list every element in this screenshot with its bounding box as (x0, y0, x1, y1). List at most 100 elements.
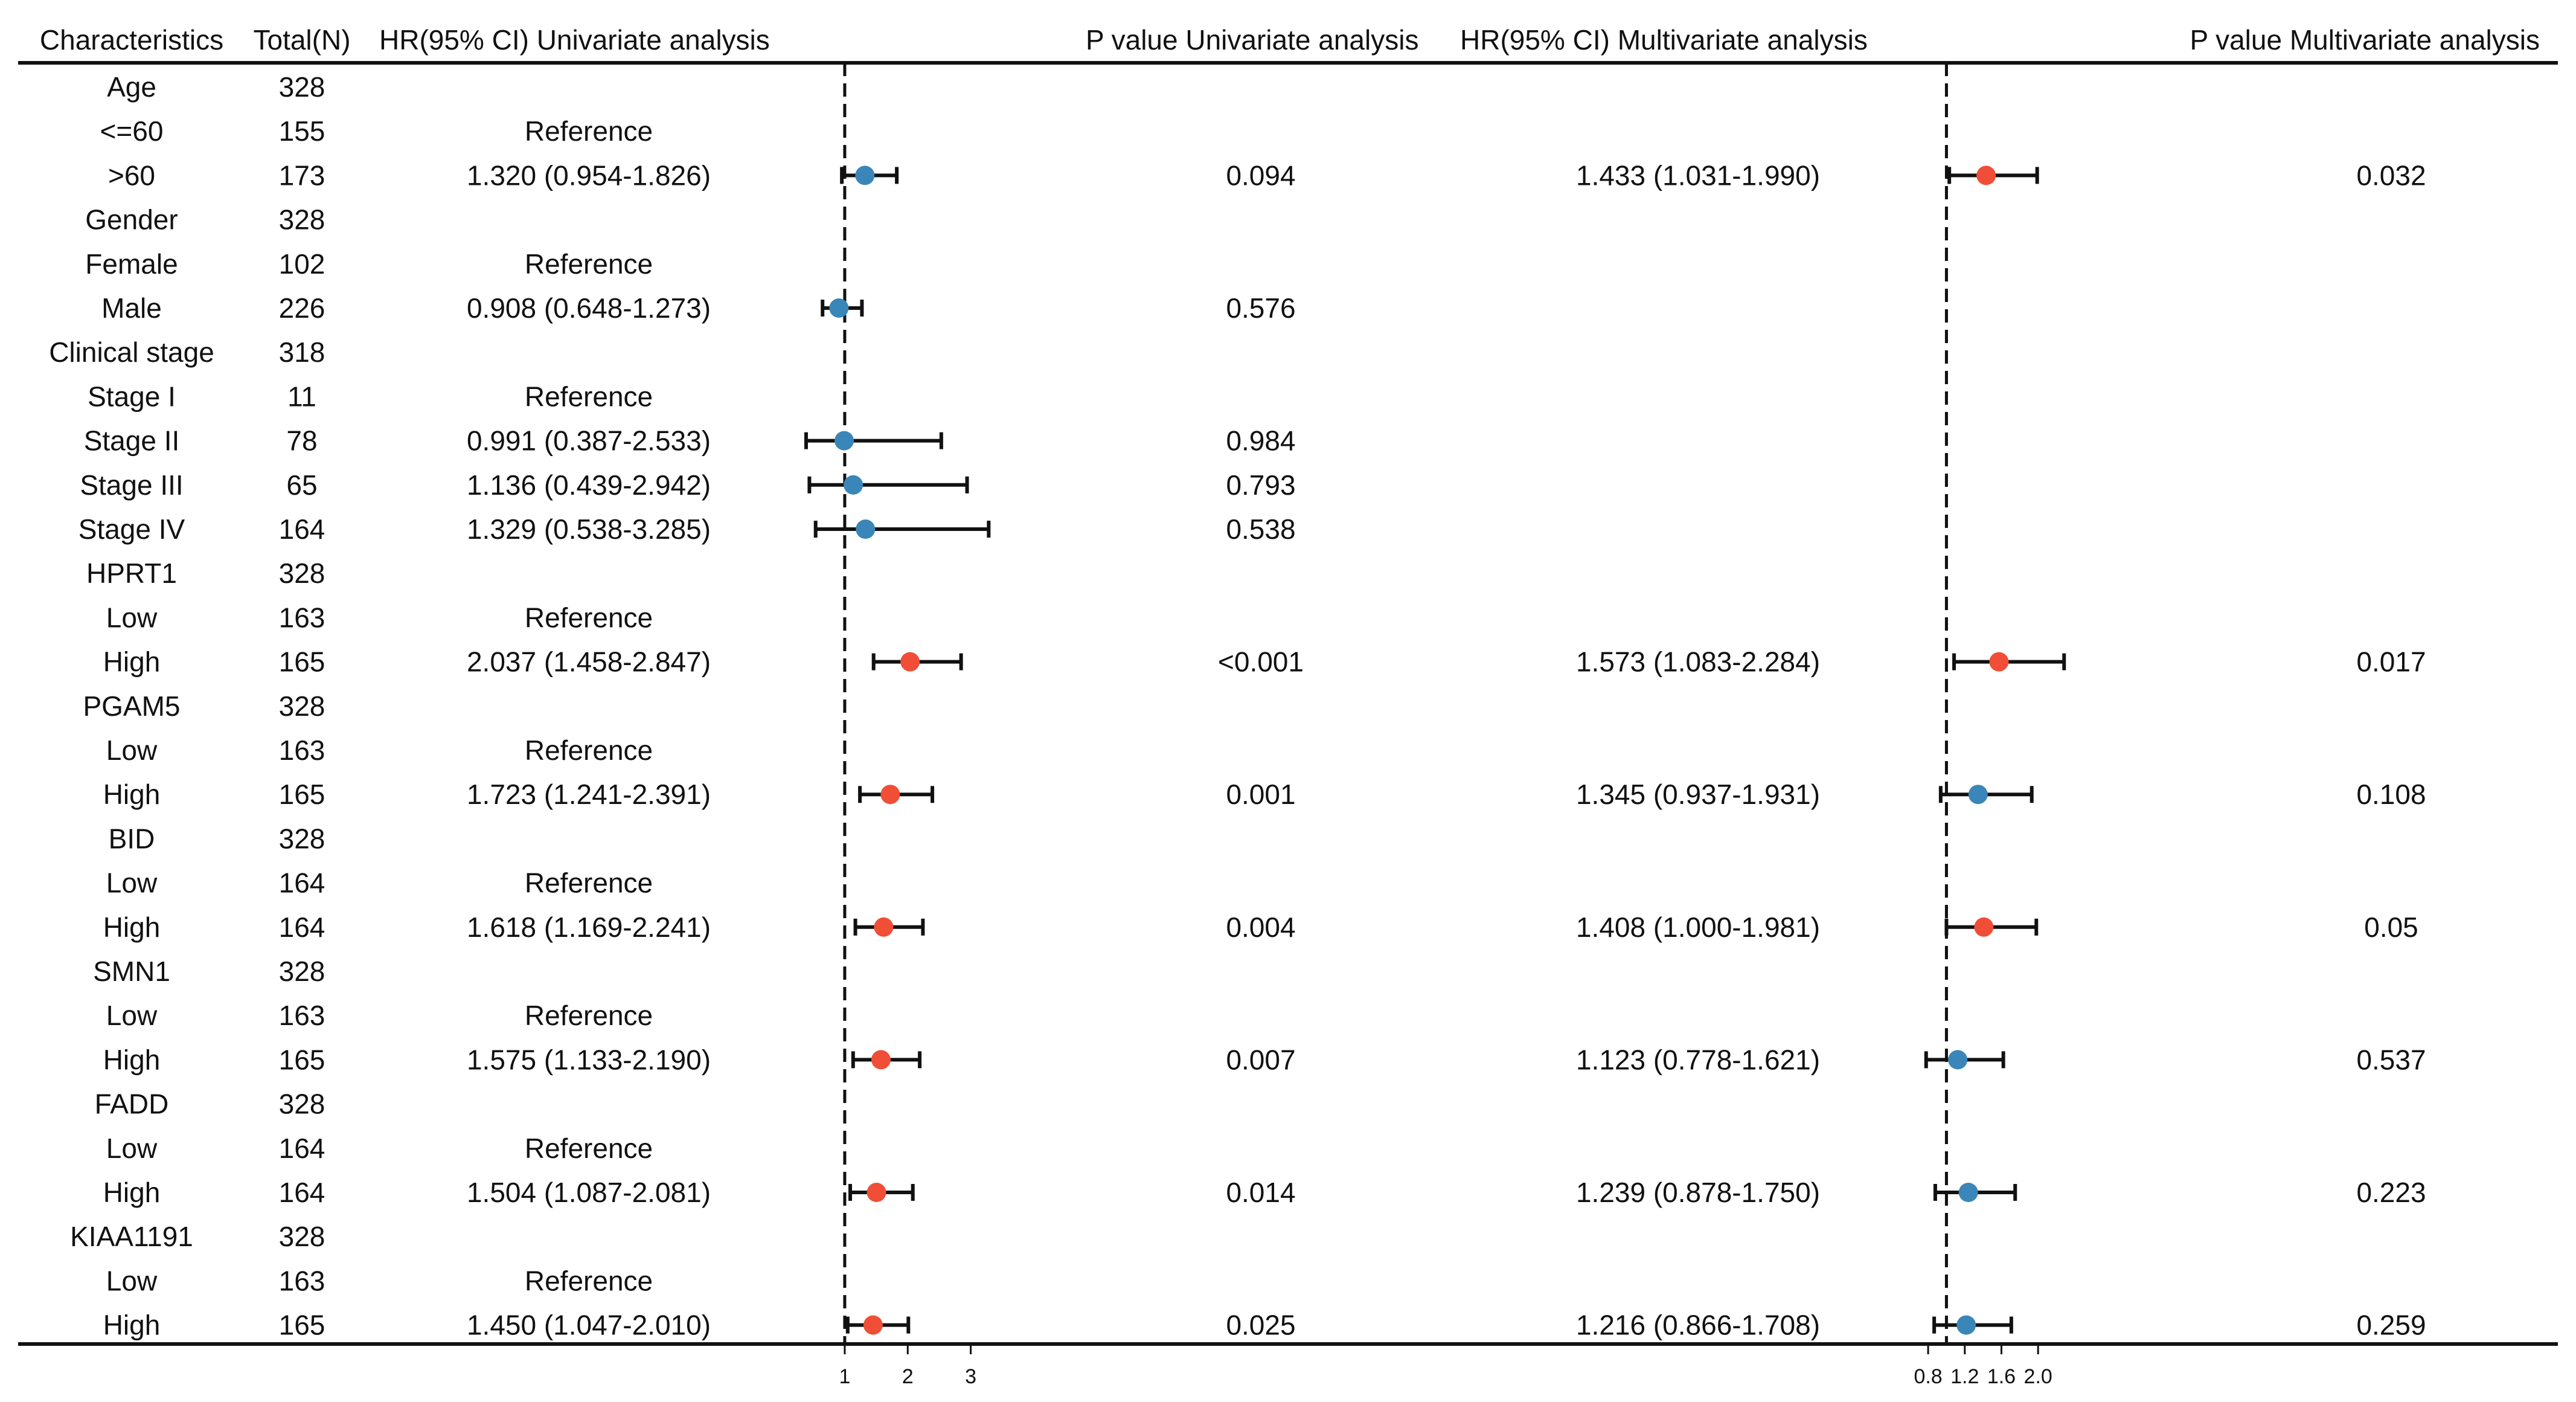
hazard-ratio-point (867, 1183, 886, 1202)
row-label: PGAM5 (83, 690, 180, 722)
table-row: <=60 155 Reference (100, 115, 653, 147)
plot-panels: 1 2 3 0.8 1.2 1.6 2.0 (804, 63, 2066, 1388)
hazard-ratio-point (863, 1315, 883, 1335)
table-row: Stage I 11 Reference (88, 381, 653, 412)
p-univariate-value: 0.007 (1226, 1044, 1295, 1075)
hazard-ratio-point (900, 652, 920, 672)
hr-univariate-value: Reference (525, 867, 653, 899)
row-label: Clinical stage (49, 336, 214, 368)
header-total: Total(N) (253, 24, 350, 56)
row-total: 78 (286, 425, 317, 457)
hr-univariate-value: Reference (525, 1265, 653, 1296)
hazard-ratio-point (1976, 166, 1996, 185)
row-total: 164 (279, 912, 325, 943)
forest-mark (813, 519, 991, 539)
row-label: Low (106, 1000, 158, 1031)
hazard-ratio-point (856, 519, 876, 539)
table-row: Male 226 0.908 (0.648-1.273) 0.576 (101, 292, 1295, 324)
row-label: High (103, 912, 161, 943)
p-multivariate-value: 0.223 (2356, 1177, 2426, 1208)
p-univariate-value: 0.014 (1226, 1177, 1295, 1208)
table-row: KIAA1191 328 (70, 1221, 325, 1252)
row-label: Stage III (80, 469, 183, 501)
row-total: 155 (279, 115, 325, 147)
forest-mark (851, 1050, 922, 1070)
p-univariate-value: 0.094 (1226, 159, 1295, 191)
forest-mark (1932, 1315, 2013, 1335)
hr-univariate-value: 1.575 (1.133-2.190) (467, 1044, 711, 1075)
column-headers: Characteristics Total(N) HR(95% CI) Univ… (40, 24, 2540, 56)
hr-univariate-value: Reference (525, 248, 653, 280)
table-row: Low 163 Reference (106, 1000, 653, 1031)
row-total: 328 (279, 558, 325, 589)
row-total: 163 (279, 735, 325, 766)
hazard-ratio-point (871, 1050, 891, 1070)
row-label: FADD (95, 1088, 169, 1120)
table-row: Low 163 Reference (106, 735, 653, 766)
table-row: BID 328 (109, 823, 325, 854)
row-total: 11 (287, 381, 316, 412)
p-multivariate-value: 0.537 (2356, 1044, 2426, 1075)
table-row: Stage II 78 0.991 (0.387-2.533) 0.984 (84, 425, 1296, 457)
row-total: 102 (279, 248, 325, 280)
row-total: 164 (279, 1133, 325, 1164)
row-total: 163 (279, 1265, 325, 1296)
hr-univariate-value: 1.723 (1.241-2.391) (467, 779, 711, 810)
row-total: 165 (279, 646, 325, 678)
table-row: Female 102 Reference (85, 248, 653, 280)
forest-mark (1933, 1183, 2017, 1202)
forest-mark (858, 785, 935, 805)
header-p-univariate: P value Univariate analysis (1086, 24, 1418, 56)
univariate-panel: 1 2 3 (804, 63, 991, 1388)
table-row: Stage III 65 1.136 (0.439-2.942) 0.793 (80, 469, 1295, 501)
p-univariate-value: 0.984 (1226, 425, 1295, 457)
forest-mark (804, 431, 943, 451)
table-row: High 164 1.618 (1.169-2.241) 0.004 1.408 (1.… (103, 912, 2418, 943)
table-row: High 165 2.037 (1.458-2.847) <0.001 1.573 (1… (103, 646, 2426, 678)
row-total: 163 (279, 1000, 325, 1031)
table-row: FADD 328 (95, 1088, 325, 1120)
row-label: Female (85, 248, 178, 280)
axis-tick-label: 1.2 (1950, 1365, 1979, 1388)
row-total: 328 (279, 1221, 325, 1252)
hr-univariate-value: 1.320 (0.954-1.826) (467, 159, 711, 191)
row-total: 328 (279, 204, 325, 236)
row-label: High (103, 646, 161, 678)
row-total: 318 (279, 336, 325, 368)
table-row: HPRT1 328 (86, 558, 325, 589)
table-row: Low 164 Reference (106, 1133, 653, 1164)
row-label: High (103, 779, 161, 810)
row-label: Low (106, 602, 158, 633)
p-multivariate-value: 0.05 (2364, 912, 2418, 943)
hr-univariate-value: Reference (525, 381, 653, 412)
forest-mark (807, 475, 969, 495)
multivariate-panel: 0.8 1.2 1.6 2.0 (1914, 63, 2066, 1388)
hr-univariate-value: 1.329 (0.538-3.285) (467, 513, 711, 545)
table-row: >60 173 1.320 (0.954-1.826) 0.094 1.433 (1.0… (108, 159, 2426, 191)
axis-tick-label: 2.0 (2024, 1365, 2052, 1388)
row-total: 328 (279, 956, 325, 987)
table-row: Age 328 (107, 71, 325, 103)
hr-univariate-value: Reference (525, 1133, 653, 1164)
row-total: 328 (279, 823, 325, 854)
header-hr-univariate: HR(95% CI) Univariate analysis (379, 24, 770, 56)
row-label: Age (107, 71, 156, 103)
hr-univariate-value: Reference (525, 1000, 653, 1031)
forest-mark (1944, 917, 2039, 937)
row-label: High (103, 1310, 161, 1341)
row-total: 165 (279, 1044, 325, 1075)
forest-mark (840, 166, 899, 185)
p-multivariate-value: 0.017 (2356, 646, 2426, 678)
row-label: Low (106, 1265, 158, 1296)
hazard-ratio-point (880, 785, 900, 805)
table-row: Clinical stage 318 (49, 336, 325, 368)
hazard-ratio-point (855, 166, 875, 185)
hazard-ratio-point (1974, 917, 1994, 937)
forest-mark (853, 917, 925, 937)
row-label: Stage I (88, 381, 176, 412)
row-label: Stage IV (78, 513, 185, 545)
row-label: HPRT1 (86, 558, 177, 589)
row-total: 328 (279, 71, 325, 103)
row-label: <=60 (100, 115, 164, 147)
hazard-ratio-point (874, 917, 894, 937)
